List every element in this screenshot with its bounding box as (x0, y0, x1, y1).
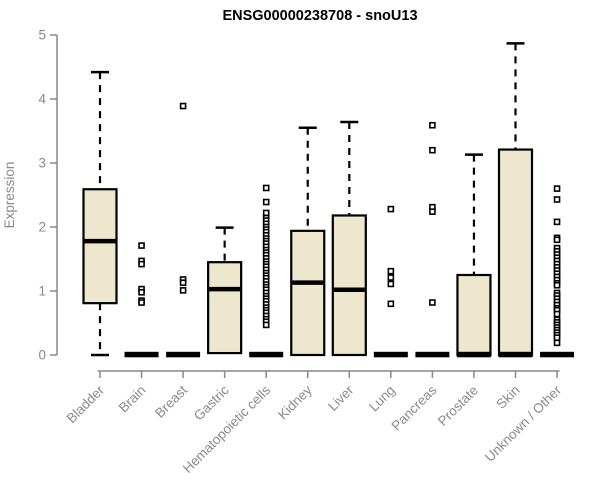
outlier-point (262, 321, 270, 329)
outlier-point (387, 300, 395, 308)
outlier-point (387, 205, 395, 213)
outlier-point (262, 198, 270, 206)
outlier-point (553, 196, 561, 203)
median-line-at-zero (456, 351, 491, 358)
y-tick-label: 3 (38, 156, 46, 171)
outlier-point (553, 339, 561, 347)
x-category-label: Pancreas (389, 382, 440, 433)
outlier-point (138, 260, 145, 268)
outlier-point (553, 334, 561, 342)
outlier-point (387, 280, 395, 288)
outlier-point (553, 185, 561, 192)
median-line-at-zero (498, 351, 533, 358)
iqr-box (497, 148, 534, 357)
iqr-box (331, 214, 367, 357)
y-axis-label: Expression (2, 162, 17, 229)
outlier-point (553, 281, 561, 289)
outlier-point (429, 121, 436, 129)
y-tick-label: 0 (38, 348, 46, 363)
x-category-label: Lung (366, 383, 398, 415)
iqr-box (456, 273, 492, 357)
iqr-box (290, 229, 326, 357)
y-tick-label: 2 (38, 220, 46, 235)
outlier-point (429, 299, 436, 306)
outlier-point (138, 242, 145, 249)
outlier-point (387, 267, 395, 275)
x-category-label: Prostate (435, 383, 481, 429)
x-category-label: Unknown / Other (482, 382, 565, 465)
x-category-label: Liver (325, 382, 357, 414)
y-tick-label: 5 (38, 28, 46, 43)
outlier-point (429, 208, 436, 215)
outlier-point (553, 236, 561, 244)
zero-bar (166, 351, 201, 358)
outlier-point (387, 274, 395, 281)
iqr-box (82, 188, 118, 305)
zero-bar (373, 351, 408, 358)
outlier-point (179, 102, 187, 110)
zero-bar (124, 351, 159, 358)
outlier-point (138, 288, 145, 296)
x-category-label: Bladder (64, 382, 108, 426)
zero-bar (540, 351, 575, 358)
x-category-label: Kidney (275, 382, 315, 422)
iqr-box (207, 261, 243, 355)
y-tick-label: 4 (38, 92, 46, 107)
x-category-label: Breast (152, 382, 190, 420)
outlier-point (553, 218, 561, 226)
zero-bar (249, 351, 284, 358)
outlier-point (138, 299, 145, 306)
outlier-point (429, 146, 436, 154)
x-category-label: Brain (116, 383, 149, 416)
y-tick-label: 1 (38, 284, 46, 299)
zero-bar (415, 351, 450, 358)
outlier-point (262, 209, 270, 217)
x-category-label: Gastric (191, 382, 232, 423)
outlier-point (262, 184, 270, 192)
outlier-point (179, 287, 187, 294)
outlier-point (179, 279, 187, 286)
chart-title: ENSG00000238708 - snoU13 (222, 8, 417, 24)
x-category-label: Skin (493, 383, 522, 412)
outlier-point (553, 310, 561, 318)
